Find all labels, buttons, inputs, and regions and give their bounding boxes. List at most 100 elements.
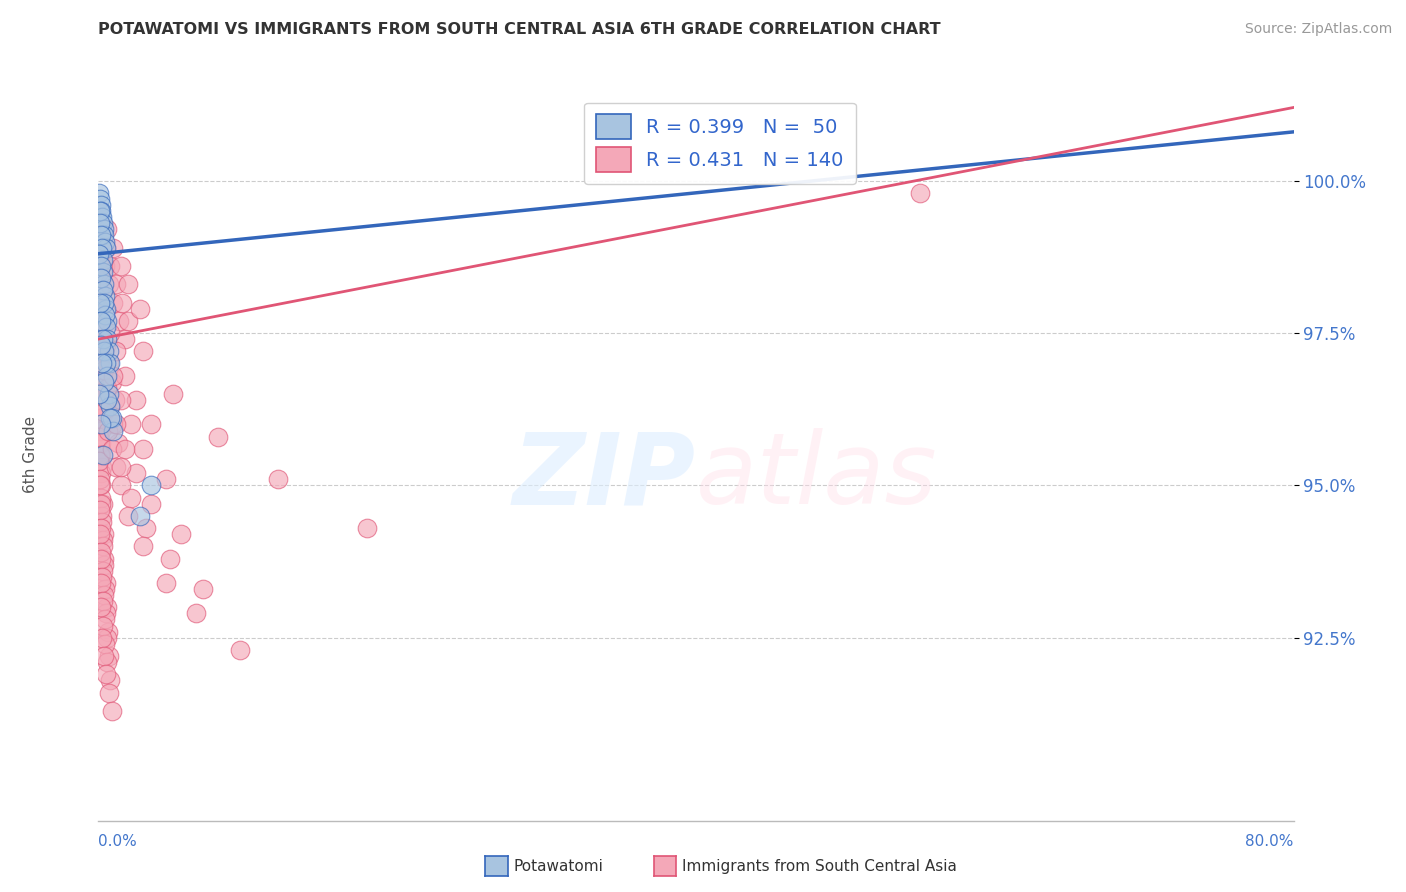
Point [90,417,112,432]
Point [90,600,112,615]
Point [93,222,115,236]
Text: atlas: atlas [696,428,938,525]
Point [91,570,114,584]
Point [87,295,110,310]
Point [155,576,177,591]
Point [90,228,112,243]
Point [117,314,139,328]
Point [90,411,112,425]
Point [97,424,120,438]
Point [91,564,114,578]
Point [90,545,112,559]
Point [89,357,111,371]
Point [91,631,114,645]
Point [125,392,148,407]
Point [114,332,136,346]
Point [105,460,128,475]
Point [184,607,207,621]
Point [87,284,110,298]
Point [89,247,111,261]
Point [125,467,148,481]
Point [101,442,124,456]
Point [89,362,111,376]
Point [89,448,111,462]
Text: 0.0%: 0.0% [98,834,138,849]
Point [89,430,111,444]
Point [93,344,115,359]
Point [87,265,110,279]
Text: 80.0%: 80.0% [1246,834,1294,849]
Text: POTAWATOMI VS IMMIGRANTS FROM SOUTH CENTRAL ASIA 6TH GRADE CORRELATION CHART: POTAWATOMI VS IMMIGRANTS FROM SOUTH CENT… [98,22,941,37]
Point [114,442,136,456]
Point [94,637,117,651]
Point [105,277,128,292]
Point [89,454,111,468]
Point [93,551,115,566]
Point [90,478,112,492]
Point [96,392,118,407]
Point [89,387,111,401]
Point [91,460,114,475]
Point [89,368,111,383]
Point [93,527,115,541]
Point [93,582,115,596]
Point [94,235,117,249]
Point [120,417,142,432]
Point [89,204,111,219]
Point [98,399,122,413]
Text: Potawatomi: Potawatomi [513,859,603,873]
Point [101,411,124,425]
Point [100,704,122,718]
Point [97,344,120,359]
Point [89,478,111,492]
Point [110,259,132,273]
Point [94,241,117,255]
Point [91,332,114,346]
Point [89,216,111,230]
Point [89,527,111,541]
Point [139,417,162,432]
Point [89,387,111,401]
Point [98,399,122,413]
Point [90,448,112,462]
Point [87,381,110,395]
Point [93,405,115,419]
Point [87,308,110,322]
Point [93,375,115,389]
Point [87,301,110,316]
Point [91,508,114,523]
Point [89,368,111,383]
Point [98,326,122,340]
Point [111,295,134,310]
Point [101,375,124,389]
Point [96,222,118,236]
Point [96,381,118,395]
Point [90,204,112,219]
Point [90,515,112,529]
Point [89,392,111,407]
Point [87,344,110,359]
Point [91,357,114,371]
Point [96,368,118,383]
Point [89,417,111,432]
Text: 6th Grade: 6th Grade [24,417,38,493]
Point [94,607,117,621]
Point [94,338,117,352]
Text: Source: ZipAtlas.com: Source: ZipAtlas.com [1244,22,1392,37]
Point [91,533,114,548]
Point [139,478,162,492]
Point [98,673,121,688]
Point [94,576,117,591]
Point [135,521,157,535]
Point [89,338,111,352]
Point [155,472,177,486]
Point [103,417,125,432]
Point [89,308,111,322]
Point [93,613,115,627]
Point [90,198,112,212]
Point [89,387,111,401]
Point [90,497,112,511]
Point [107,435,129,450]
Point [117,508,139,523]
Point [94,301,117,316]
